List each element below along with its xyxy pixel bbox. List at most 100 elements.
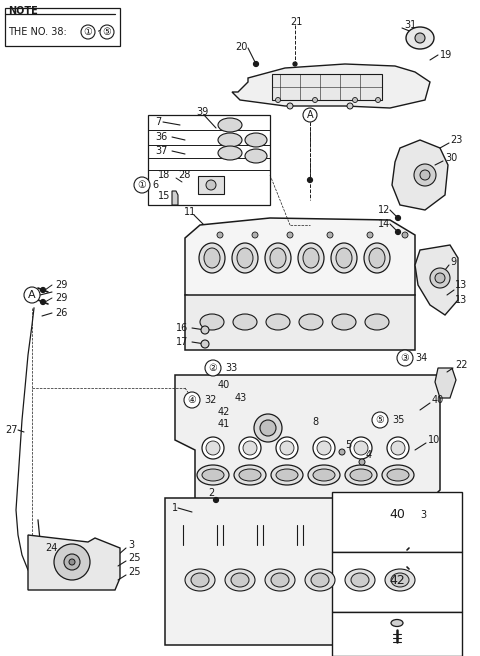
Polygon shape (185, 218, 415, 310)
Circle shape (287, 232, 293, 238)
Text: 8: 8 (312, 417, 318, 427)
Circle shape (206, 441, 220, 455)
Text: 3: 3 (420, 510, 426, 520)
Ellipse shape (364, 243, 390, 273)
Text: A: A (28, 290, 36, 300)
Text: 40: 40 (218, 380, 230, 390)
Text: ②: ② (209, 363, 217, 373)
Text: 14: 14 (378, 219, 390, 229)
Text: 17: 17 (176, 337, 188, 347)
Circle shape (260, 420, 276, 436)
Circle shape (276, 437, 298, 459)
Text: 19: 19 (440, 50, 452, 60)
Circle shape (217, 232, 223, 238)
Circle shape (239, 437, 261, 459)
Circle shape (372, 412, 388, 428)
Ellipse shape (385, 569, 415, 591)
Ellipse shape (218, 146, 242, 160)
Circle shape (313, 437, 335, 459)
Circle shape (312, 98, 317, 102)
Polygon shape (165, 498, 440, 645)
Polygon shape (435, 368, 456, 398)
Circle shape (40, 300, 46, 304)
Circle shape (391, 441, 405, 455)
Polygon shape (28, 535, 120, 590)
Ellipse shape (199, 243, 225, 273)
Circle shape (81, 25, 95, 39)
Circle shape (214, 497, 218, 502)
Ellipse shape (271, 573, 289, 587)
Circle shape (350, 437, 372, 459)
Text: 16: 16 (176, 323, 188, 333)
Ellipse shape (265, 243, 291, 273)
Text: 18: 18 (158, 170, 170, 180)
Circle shape (206, 180, 216, 190)
Text: NOTE: NOTE (8, 6, 38, 16)
Circle shape (205, 360, 221, 376)
Circle shape (293, 62, 297, 66)
Text: ⑤: ⑤ (376, 415, 384, 425)
Ellipse shape (331, 243, 357, 273)
Circle shape (327, 232, 333, 238)
Text: 42: 42 (389, 573, 405, 586)
Circle shape (40, 287, 46, 293)
Circle shape (202, 437, 224, 459)
Ellipse shape (265, 569, 295, 591)
Text: 37: 37 (155, 146, 168, 156)
Ellipse shape (231, 573, 249, 587)
Ellipse shape (391, 573, 409, 587)
Ellipse shape (202, 469, 224, 481)
Circle shape (54, 544, 90, 580)
Polygon shape (232, 64, 430, 108)
Text: ④: ④ (188, 395, 196, 405)
Circle shape (64, 554, 80, 570)
Text: 23: 23 (450, 135, 462, 145)
Text: ⑤: ⑤ (103, 27, 111, 37)
Ellipse shape (245, 149, 267, 163)
Text: 1: 1 (172, 503, 178, 513)
Circle shape (243, 441, 257, 455)
Text: 43: 43 (235, 393, 247, 403)
Ellipse shape (311, 573, 329, 587)
Ellipse shape (225, 569, 255, 591)
Circle shape (396, 230, 400, 234)
Ellipse shape (233, 314, 257, 330)
Ellipse shape (303, 248, 319, 268)
Bar (272, 74, 382, 100)
Circle shape (359, 459, 365, 465)
Polygon shape (392, 140, 448, 210)
Ellipse shape (232, 243, 258, 273)
Text: 25: 25 (128, 553, 141, 563)
Circle shape (201, 326, 209, 334)
Circle shape (201, 340, 209, 348)
Text: 11: 11 (184, 207, 196, 217)
Circle shape (69, 559, 75, 565)
Circle shape (280, 441, 294, 455)
Circle shape (387, 437, 409, 459)
Text: 25: 25 (128, 567, 141, 577)
Ellipse shape (350, 469, 372, 481)
Bar (332, 612, 462, 656)
Circle shape (339, 449, 345, 455)
Circle shape (396, 216, 400, 220)
Circle shape (254, 414, 282, 442)
Text: 15: 15 (158, 191, 170, 201)
Text: 41: 41 (218, 419, 230, 429)
Circle shape (347, 103, 353, 109)
Text: 42: 42 (218, 407, 230, 417)
Text: 28: 28 (178, 170, 191, 180)
Text: 26: 26 (55, 308, 67, 318)
Text: 7: 7 (155, 117, 161, 127)
Text: 39: 39 (196, 107, 208, 117)
Circle shape (303, 108, 317, 122)
Bar (332, 492, 462, 552)
Text: 10: 10 (428, 435, 440, 445)
Circle shape (354, 441, 368, 455)
Text: 21: 21 (290, 17, 302, 27)
Text: 31: 31 (404, 20, 416, 30)
Text: 6: 6 (152, 180, 158, 190)
Circle shape (100, 25, 114, 39)
Bar (332, 552, 462, 612)
Ellipse shape (336, 248, 352, 268)
Ellipse shape (308, 465, 340, 485)
